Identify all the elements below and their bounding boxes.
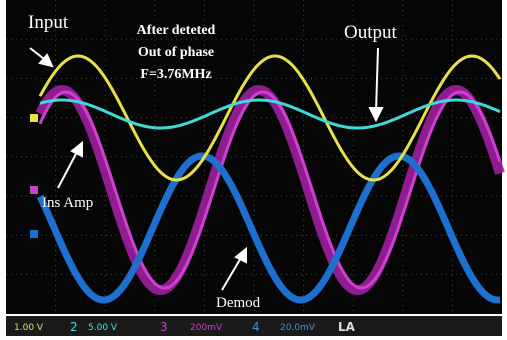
note-line: Out of phase bbox=[138, 45, 214, 60]
label-ins-amp: Ins Amp bbox=[42, 195, 93, 211]
channel-marker bbox=[30, 114, 38, 122]
display bbox=[6, 0, 502, 314]
ch4-scale: 20.0mV bbox=[280, 323, 316, 333]
scope-screen: Input Output Ins Amp Demod After deteted… bbox=[0, 0, 507, 340]
ch2-number: 2 bbox=[70, 320, 78, 334]
ch1-scale: 1.00 V bbox=[14, 323, 44, 333]
note-line: F=3.76MHz bbox=[140, 67, 211, 82]
label-input: Input bbox=[28, 12, 69, 33]
channel-marker bbox=[30, 186, 38, 194]
note-line: After deteted bbox=[137, 23, 216, 38]
status-bar: 1.00 V 2 5.00 V 3 200mV 4 20.0mV LA bbox=[6, 316, 502, 336]
page: Input Output Ins Amp Demod After deteted… bbox=[0, 0, 507, 340]
label-demod: Demod bbox=[216, 295, 261, 311]
label-output: Output bbox=[344, 22, 398, 43]
ch4-number: 4 bbox=[252, 320, 260, 334]
ch3-scale: 200mV bbox=[190, 323, 223, 333]
mode: LA bbox=[338, 320, 356, 334]
channel-marker bbox=[30, 230, 38, 238]
ch3-number: 3 bbox=[160, 320, 168, 334]
ch2-scale: 5.00 V bbox=[88, 323, 118, 333]
